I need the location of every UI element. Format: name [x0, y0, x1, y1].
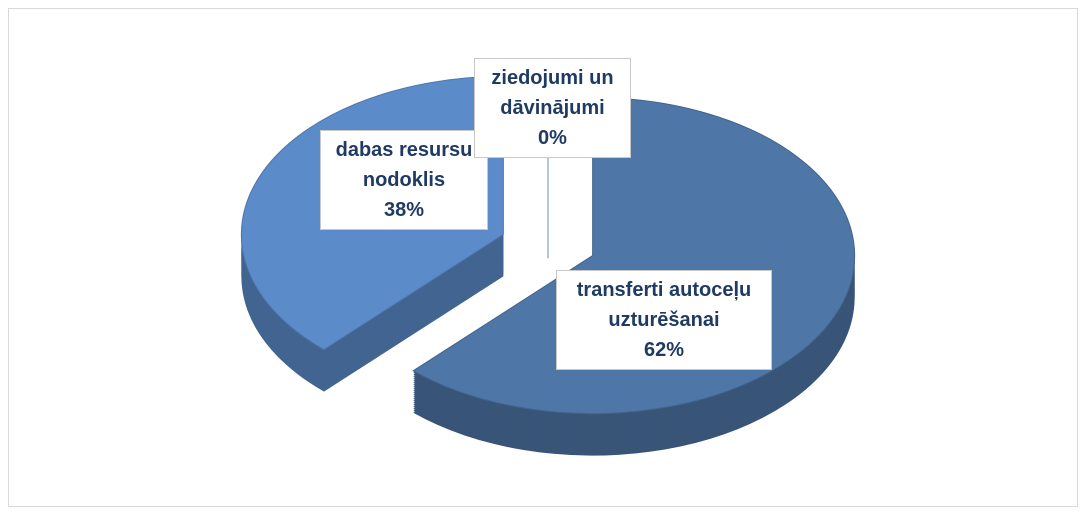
label-category: ziedojumi un dāvinājumi	[491, 67, 614, 119]
chart-frame	[8, 8, 1078, 507]
data-label: ziedojumi un dāvinājumi 0%	[474, 58, 631, 158]
label-value: 0%	[538, 127, 567, 149]
label-value: 38%	[383, 199, 425, 221]
data-label: transferti autoceļu uzturēšanai 62%	[556, 270, 772, 370]
label-category: dabas resursu nodoklis	[335, 139, 473, 191]
label-category: transferti autoceļu uzturēšanai	[576, 279, 752, 331]
data-label: dabas resursu nodoklis 38%	[320, 130, 488, 230]
label-value: 62%	[643, 339, 685, 361]
